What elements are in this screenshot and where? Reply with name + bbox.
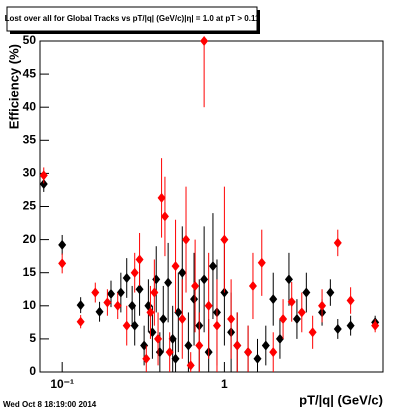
marker: [159, 314, 168, 325]
y-axis-label: Efficiency (%): [6, 44, 21, 129]
marker: [76, 300, 85, 311]
y-tick-label: 40: [23, 99, 37, 113]
marker: [113, 300, 122, 311]
marker: [212, 320, 221, 331]
marker: [122, 272, 131, 283]
marker: [186, 360, 195, 371]
marker: [297, 307, 306, 318]
marker: [326, 287, 335, 298]
y-tick-label: 50: [23, 33, 37, 47]
y-tick-label: 45: [23, 66, 37, 80]
marker: [200, 36, 209, 46]
marker: [58, 258, 67, 269]
marker: [76, 316, 85, 327]
marker: [171, 353, 180, 364]
marker: [333, 323, 342, 334]
marker: [346, 320, 355, 331]
marker: [287, 296, 296, 307]
marker: [130, 267, 139, 278]
marker: [220, 234, 229, 245]
marker: [261, 340, 270, 351]
marker: [191, 280, 200, 291]
y-tick-label: 15: [23, 265, 37, 279]
marker: [39, 178, 48, 189]
marker: [178, 314, 187, 325]
marker: [154, 333, 163, 344]
marker: [128, 300, 137, 311]
marker: [58, 239, 67, 250]
marker: [248, 280, 257, 291]
y-tick-label: 10: [23, 298, 37, 312]
marker: [371, 320, 380, 331]
marker: [130, 320, 139, 331]
marker: [244, 347, 253, 358]
marker: [171, 261, 180, 272]
marker: [135, 254, 144, 265]
y-tick-label: 0: [29, 364, 36, 378]
marker: [190, 294, 199, 305]
marker: [269, 294, 278, 305]
marker: [103, 297, 112, 308]
marker: [200, 274, 209, 285]
marker: [116, 287, 125, 298]
marker: [135, 284, 144, 295]
footer: Wed Oct 8 18:19:00 2014: [3, 400, 97, 409]
marker: [279, 314, 288, 325]
marker: [165, 347, 174, 358]
marker: [204, 300, 213, 311]
y-tick-label: 30: [23, 166, 37, 180]
marker: [174, 307, 183, 318]
y-tick-label: 20: [23, 232, 37, 246]
marker: [168, 333, 177, 344]
marker: [122, 320, 131, 331]
marker: [302, 287, 311, 298]
marker: [178, 267, 187, 278]
marker: [91, 287, 100, 298]
marker: [182, 234, 191, 245]
y-tick-label: 5: [29, 331, 36, 345]
marker: [157, 192, 166, 203]
marker: [142, 353, 151, 364]
marker: [39, 170, 48, 181]
marker: [275, 333, 284, 344]
marker: [333, 237, 342, 248]
marker: [184, 340, 193, 351]
marker: [284, 274, 293, 285]
marker: [292, 314, 301, 325]
marker: [253, 353, 262, 364]
marker: [308, 327, 317, 338]
x-tick-label: 1: [221, 377, 228, 391]
marker: [208, 261, 217, 272]
marker: [164, 277, 173, 288]
chart-title: Lost over all for Global Tracks vs pT/|q…: [5, 14, 260, 23]
marker: [195, 340, 204, 351]
marker: [318, 300, 327, 311]
marker: [269, 347, 278, 358]
marker: [346, 295, 355, 306]
marker: [150, 287, 159, 298]
marker: [227, 314, 236, 325]
marker: [95, 306, 104, 317]
marker: [146, 307, 155, 318]
marker: [107, 288, 116, 299]
marker: [160, 211, 169, 222]
y-tick-label: 35: [23, 132, 37, 146]
x-tick-label: 10⁻¹: [50, 377, 74, 391]
marker: [257, 257, 266, 268]
title-box: [6, 6, 258, 32]
y-tick-label: 25: [23, 199, 37, 213]
marker: [233, 340, 242, 351]
x-axis-label: pT/|q| (GeV/c): [299, 392, 383, 407]
